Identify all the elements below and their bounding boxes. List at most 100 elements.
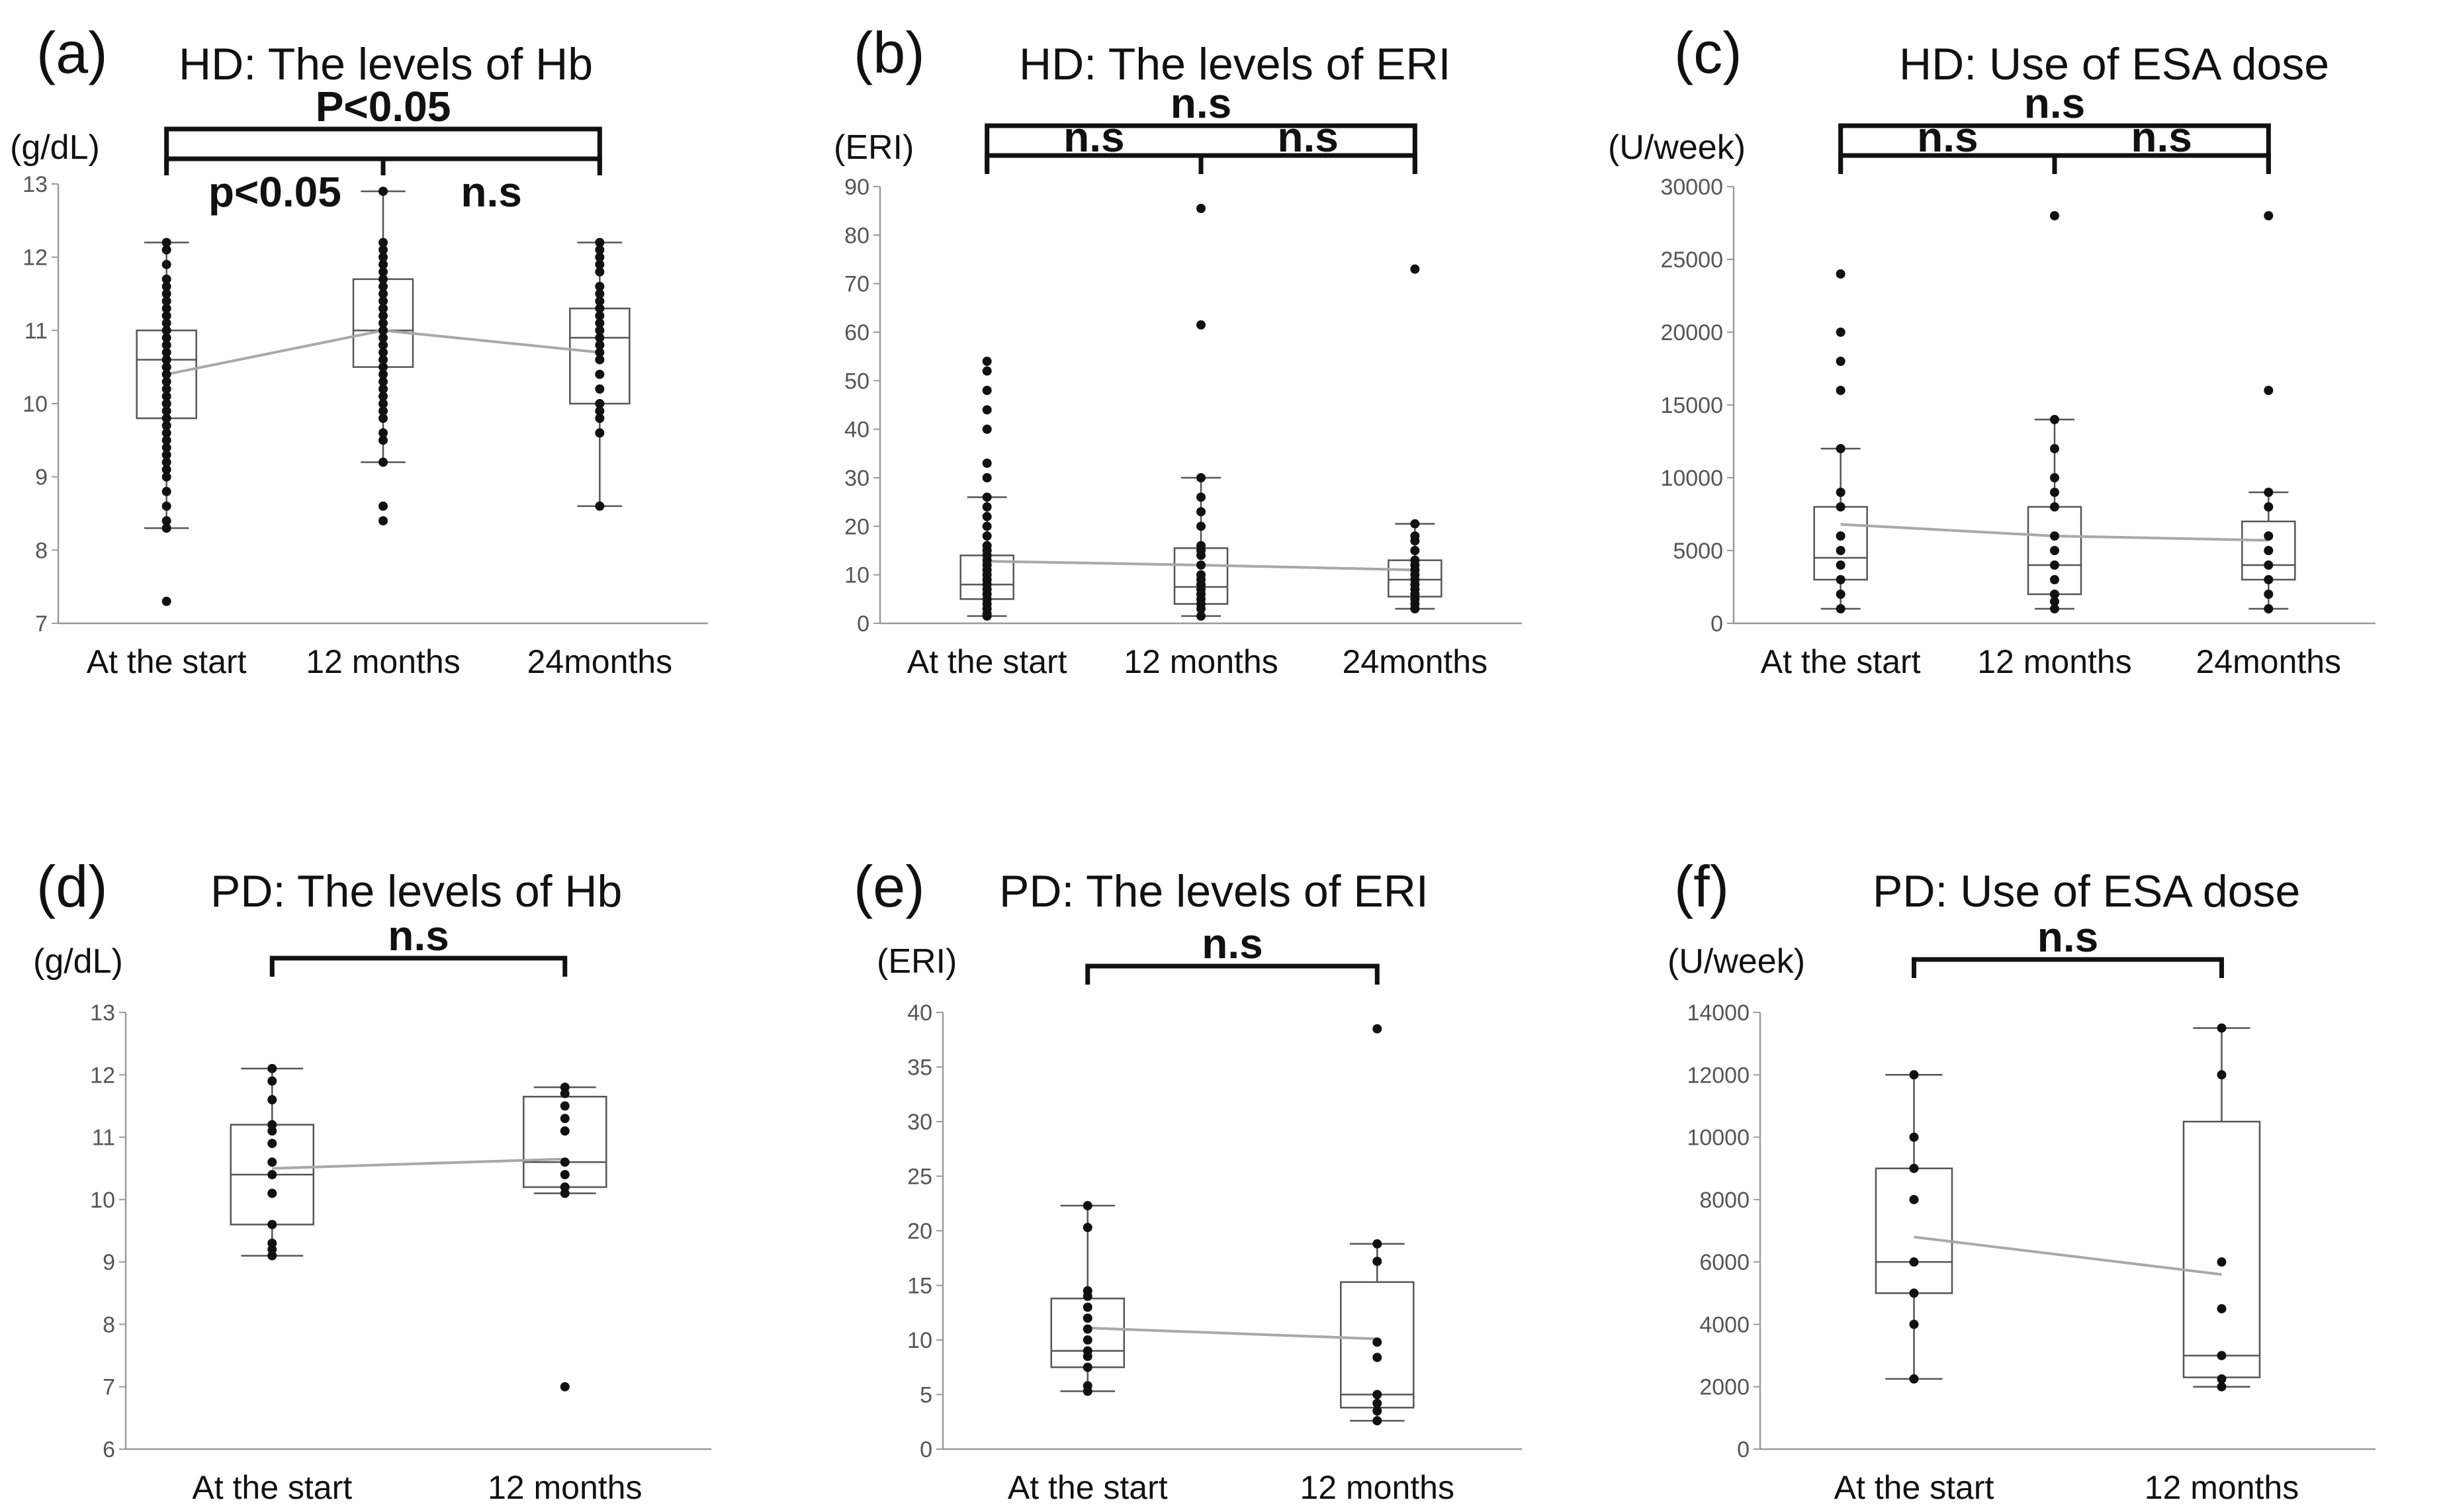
data-point bbox=[560, 1182, 570, 1192]
y-axis-unit: (ERI) bbox=[834, 128, 914, 167]
y-tick-label: 25000 bbox=[1660, 247, 1723, 273]
data-point bbox=[2050, 597, 2059, 606]
data-point bbox=[378, 362, 388, 372]
y-tick-label: 9 bbox=[35, 465, 48, 490]
data-point bbox=[560, 1114, 570, 1124]
data-point bbox=[2217, 1382, 2227, 1392]
iqr-box bbox=[1875, 1167, 1953, 1294]
y-tick-label: 10000 bbox=[1687, 1126, 1750, 1151]
y-tick-label: 8 bbox=[35, 538, 48, 563]
panel-f: (f) PD: Use of ESA dose (U/week) 0 2000 40… bbox=[1667, 854, 2376, 1506]
data-point bbox=[595, 318, 605, 328]
data-point bbox=[378, 187, 388, 197]
y-tick-label: 5 bbox=[920, 1383, 932, 1408]
panel-label: (c) bbox=[1674, 20, 1742, 85]
significance-label: n.s bbox=[1171, 79, 1231, 127]
data-point bbox=[1372, 1416, 1382, 1426]
data-point bbox=[2050, 590, 2059, 599]
data-point bbox=[378, 457, 388, 467]
data-point bbox=[161, 326, 171, 335]
panel-title: HD: Use of ESA dose bbox=[1899, 39, 2329, 89]
mean-trend-line bbox=[1087, 1326, 1378, 1341]
significance-label: n.s bbox=[2037, 913, 2098, 961]
data-point bbox=[2264, 590, 2274, 599]
data-point bbox=[1909, 1163, 1919, 1173]
data-point bbox=[161, 281, 171, 291]
mean-trend-line bbox=[1914, 1235, 2222, 1276]
data-point bbox=[1372, 1406, 1382, 1416]
data-point bbox=[595, 384, 605, 394]
significance-label: n.s bbox=[1917, 113, 1978, 161]
data-point bbox=[1196, 492, 1206, 502]
y-tick-label: 6 bbox=[103, 1437, 115, 1462]
panel-a: (a) HD: The levels of Hb (g/dL) 7 8 9 10 11 1… bbox=[10, 20, 708, 680]
data-point bbox=[1083, 1313, 1092, 1323]
plot-area: 0 10 20 30 40 50 60 70 80 90 At the start 12 months… bbox=[844, 79, 1522, 680]
data-point bbox=[1836, 269, 1845, 279]
significance-label: n.s bbox=[1277, 113, 1338, 161]
data-point bbox=[161, 377, 171, 386]
data-point bbox=[161, 414, 171, 423]
significance-bracket bbox=[380, 156, 602, 175]
y-tick-label: 0 bbox=[857, 611, 869, 637]
y-axis-unit: (g/dL) bbox=[33, 942, 123, 981]
data-point bbox=[1196, 473, 1206, 482]
data-point bbox=[1083, 1324, 1092, 1334]
data-point bbox=[1083, 1223, 1092, 1233]
data-point bbox=[378, 281, 388, 291]
data-point bbox=[1196, 204, 1206, 213]
data-point bbox=[267, 1076, 277, 1086]
data-point bbox=[378, 428, 388, 438]
data-point bbox=[2264, 502, 2274, 511]
panel-c: (c) HD: Use of ESA dose (U/week) 0 5000 10… bbox=[1608, 20, 2376, 680]
data-point bbox=[1372, 1398, 1382, 1408]
data-point bbox=[1909, 1257, 1919, 1267]
data-point bbox=[161, 472, 171, 482]
data-point bbox=[560, 1126, 570, 1136]
significance-bracket bbox=[1838, 123, 2271, 172]
x-category-label: 12 months bbox=[1977, 643, 2131, 680]
panel-title: PD: The levels of ERI bbox=[999, 866, 1429, 916]
y-tick-label: 4000 bbox=[1699, 1312, 1750, 1337]
data-point bbox=[595, 340, 605, 350]
data-point bbox=[161, 340, 171, 350]
data-point bbox=[595, 501, 605, 511]
data-point bbox=[1083, 1346, 1092, 1356]
y-tick-label: 40 bbox=[907, 1001, 932, 1026]
data-point bbox=[161, 523, 171, 533]
data-point bbox=[2264, 604, 2274, 613]
y-tick-label: 12000 bbox=[1687, 1063, 1750, 1088]
y-tick-label: 60 bbox=[844, 320, 869, 345]
data-point bbox=[2217, 1351, 2227, 1360]
x-category-label: 12 months bbox=[1124, 643, 1278, 680]
data-point bbox=[2050, 211, 2059, 220]
panel-title: PD: The levels of Hb bbox=[210, 866, 622, 916]
x-category-label: At the start bbox=[192, 1469, 352, 1506]
data-point bbox=[378, 340, 388, 350]
data-point bbox=[595, 428, 605, 438]
plot-area: 7 8 9 10 11 12 13 At the start 12 months 24months… bbox=[22, 83, 708, 680]
data-point bbox=[595, 311, 605, 321]
data-point bbox=[1196, 507, 1206, 517]
data-point bbox=[1909, 1319, 1919, 1329]
data-point bbox=[560, 1170, 570, 1180]
data-point bbox=[2050, 444, 2059, 453]
data-point bbox=[982, 366, 992, 376]
significance-label: n.s bbox=[1202, 920, 1263, 967]
data-point bbox=[595, 267, 605, 277]
y-tick-label: 7 bbox=[35, 611, 48, 637]
data-point bbox=[595, 281, 605, 291]
data-point bbox=[1196, 570, 1206, 580]
data-point bbox=[378, 326, 388, 335]
significance-bracket bbox=[1085, 963, 1380, 985]
data-point bbox=[2050, 502, 2059, 511]
data-point bbox=[161, 333, 171, 343]
y-tick-label: 8 bbox=[103, 1312, 115, 1337]
y-tick-label: 30000 bbox=[1660, 175, 1723, 200]
data-point bbox=[378, 501, 388, 511]
data-point bbox=[982, 424, 992, 434]
data-point bbox=[1083, 1335, 1092, 1345]
data-point bbox=[161, 406, 171, 416]
y-tick-label: 20 bbox=[907, 1219, 932, 1244]
